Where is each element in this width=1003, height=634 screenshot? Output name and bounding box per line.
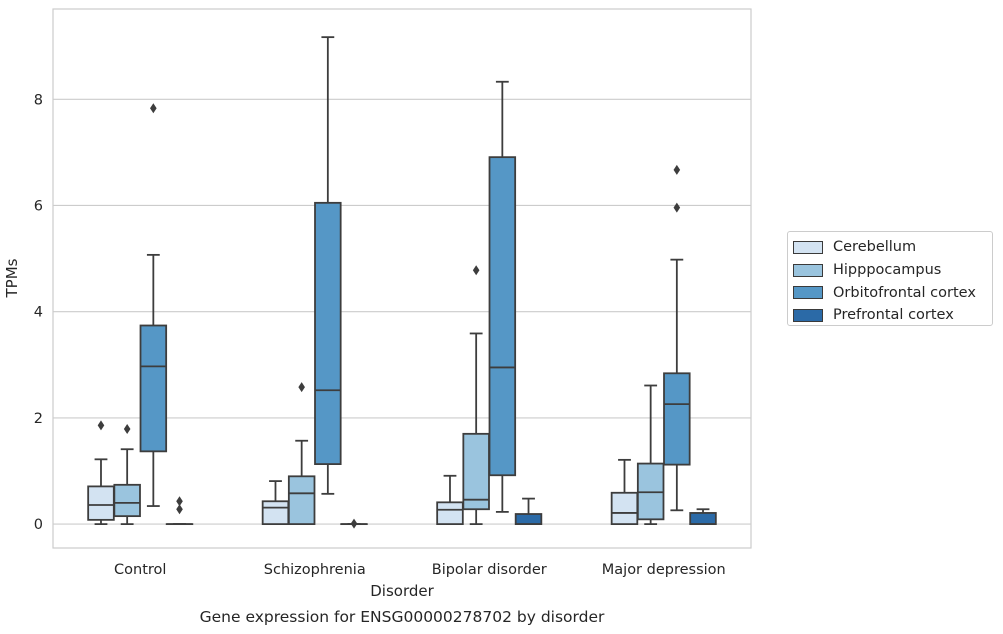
box-iqr bbox=[113, 483, 141, 518]
box-iqr bbox=[663, 372, 691, 466]
box-3-1 bbox=[340, 518, 368, 529]
box-0-3 bbox=[610, 458, 639, 526]
legend-item-cerebellum: Cerebellum bbox=[793, 236, 992, 259]
y-tick-label: 2 bbox=[34, 411, 43, 427]
y-tick-label: 8 bbox=[34, 92, 43, 108]
outlier-point bbox=[123, 424, 131, 435]
outlier-point bbox=[673, 202, 681, 213]
legend-label: Cerebellum bbox=[833, 239, 917, 256]
box-2-1 bbox=[314, 36, 342, 495]
legend-swatch bbox=[793, 308, 823, 322]
boxes bbox=[87, 36, 717, 529]
outlier-point bbox=[150, 103, 157, 114]
legend-swatch bbox=[793, 286, 823, 300]
box-iqr bbox=[488, 156, 517, 477]
box-1-1 bbox=[287, 382, 316, 526]
legend-swatch bbox=[793, 263, 823, 277]
box-iqr bbox=[462, 432, 490, 511]
box-0-2 bbox=[436, 474, 464, 526]
outlier-point bbox=[97, 420, 105, 431]
box-iqr bbox=[139, 324, 168, 453]
outlier-point bbox=[298, 382, 305, 393]
box-2-0 bbox=[139, 103, 168, 507]
chart-title: Gene expression for ENSG00000278702 by d… bbox=[200, 608, 605, 626]
gridlines bbox=[53, 98, 751, 525]
outlier-point bbox=[472, 265, 480, 276]
box-3-3 bbox=[689, 508, 717, 526]
legend-swatch bbox=[793, 240, 823, 254]
outlier-point bbox=[176, 496, 183, 507]
x-tick-label: Schizophrenia bbox=[264, 562, 366, 578]
box-2-2 bbox=[488, 80, 517, 513]
box-iqr bbox=[689, 512, 717, 526]
box-0-0 bbox=[87, 420, 115, 526]
y-tick-labels: 0 2 4 6 8 bbox=[34, 92, 43, 533]
outlier-point bbox=[176, 504, 183, 515]
y-tick-label: 0 bbox=[34, 517, 43, 533]
legend-label: Prefrontal cortex bbox=[833, 307, 954, 324]
box-iqr bbox=[314, 201, 342, 465]
x-tick-label: Control bbox=[114, 562, 166, 578]
box-2-3 bbox=[663, 164, 691, 512]
box-iqr bbox=[87, 485, 115, 521]
box-0-1 bbox=[261, 480, 290, 526]
box-3-2 bbox=[514, 497, 543, 526]
legend-item-orbitofrontal-cortex: Orbitofrontal cortex bbox=[793, 281, 992, 304]
plot-area-frame bbox=[52, 8, 752, 549]
outlier-point bbox=[350, 518, 358, 529]
y-tick-label: 6 bbox=[34, 198, 43, 214]
outlier-point bbox=[673, 164, 681, 175]
x-tick-labels: Control Schizophrenia Bipolar disorder Majo… bbox=[114, 562, 726, 578]
legend-label: Hipppocampus bbox=[833, 262, 942, 279]
x-tick-label: Major depression bbox=[602, 562, 726, 578]
legend-item-hippocampus: Hipppocampus bbox=[793, 259, 992, 282]
legend: Cerebellum Hipppocampus Orbitofrontal co… bbox=[787, 231, 993, 326]
legend-label: Orbitofrontal cortex bbox=[833, 284, 976, 301]
box-iqr bbox=[514, 513, 543, 526]
box-3-0 bbox=[165, 496, 194, 526]
box-iqr bbox=[610, 491, 639, 526]
legend-item-prefrontal-cortex: Prefrontal cortex bbox=[793, 304, 992, 327]
y-tick-label: 4 bbox=[34, 305, 43, 321]
box-iqr bbox=[287, 475, 316, 526]
x-tick-label: Bipolar disorder bbox=[432, 562, 547, 578]
box-iqr bbox=[436, 501, 464, 526]
x-axis-label: Disorder bbox=[370, 582, 434, 600]
box-1-3 bbox=[636, 384, 665, 526]
box-1-0 bbox=[113, 424, 141, 526]
box-iqr bbox=[261, 500, 290, 526]
y-axis-label: TPMs bbox=[3, 258, 21, 298]
box-1-2 bbox=[462, 265, 490, 526]
